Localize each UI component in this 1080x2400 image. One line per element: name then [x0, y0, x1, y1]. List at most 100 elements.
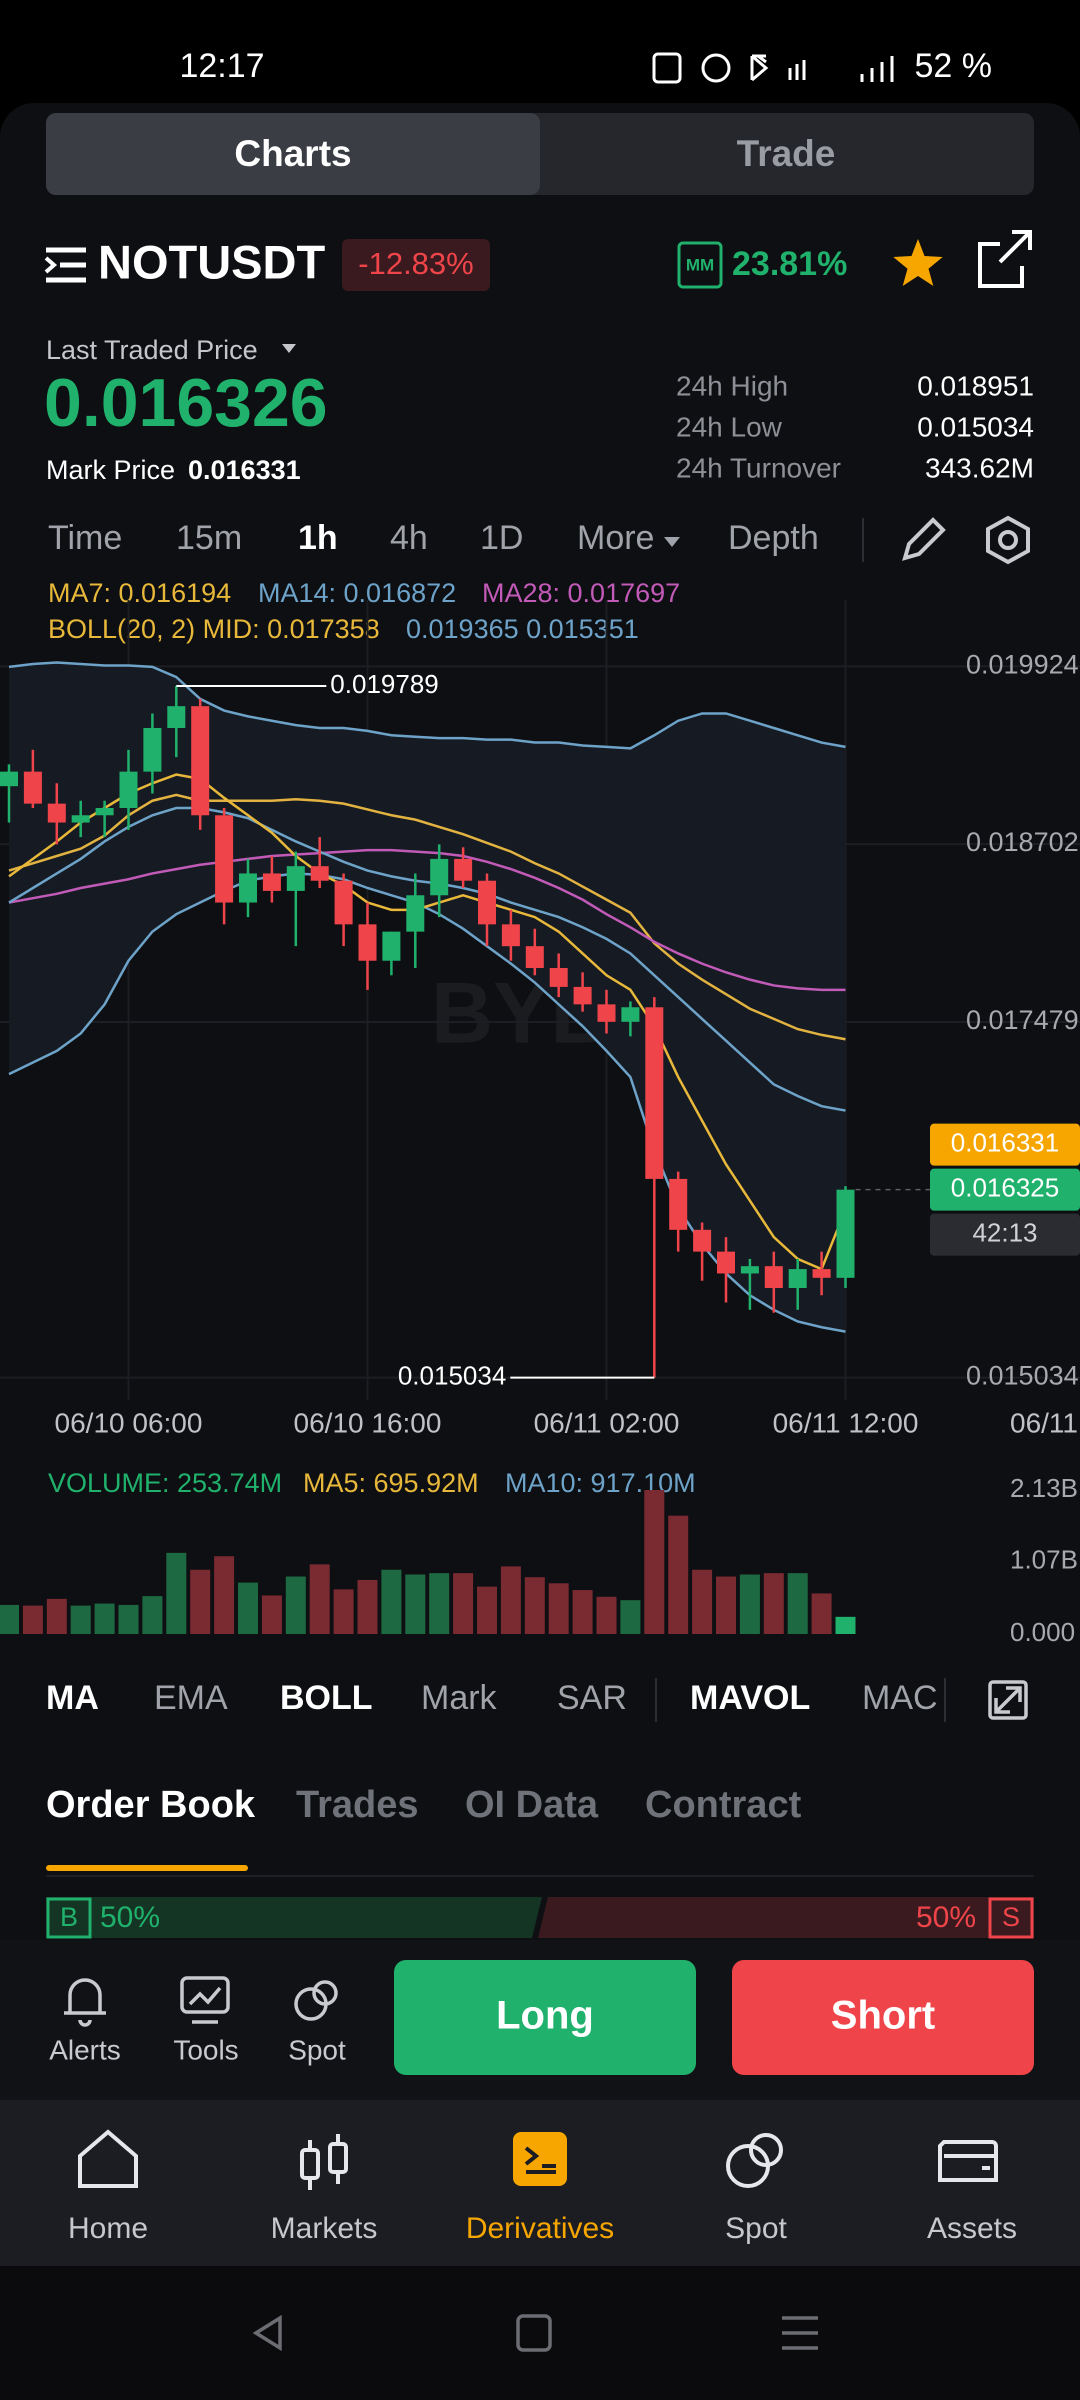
candle-body [501, 924, 520, 947]
indicator-tab[interactable]: MAC [862, 1679, 938, 1717]
short-button[interactable] [732, 1960, 1034, 2075]
long-label[interactable]: Long [496, 1994, 594, 2038]
action-spot[interactable]: Spot [288, 2034, 346, 2065]
share-icon[interactable] [978, 230, 1032, 288]
volume-bar [405, 1574, 426, 1634]
orderbook-tab[interactable]: Trades [296, 1784, 419, 1826]
interval-tab[interactable]: 4h [390, 519, 428, 557]
candle-body [693, 1229, 712, 1252]
back-button[interactable] [252, 2314, 282, 2352]
expand-icon[interactable] [988, 1680, 1028, 1720]
more-caret[interactable] [664, 537, 680, 547]
tab-selected[interactable] [46, 113, 540, 195]
nav-label[interactable]: Spot [725, 2212, 787, 2245]
home-icon[interactable] [78, 2129, 138, 2188]
interval-tab[interactable]: 1D [480, 519, 523, 557]
volume-chart: 2.13B 1.07B 0.000 [0, 1473, 1078, 1647]
draw-icon[interactable] [902, 517, 946, 561]
action-tools[interactable]: Tools [173, 2034, 238, 2065]
home-button[interactable] [516, 2314, 552, 2352]
action-icons [64, 1976, 338, 2027]
volume-tick-label: 1.07B [1010, 1545, 1078, 1575]
sell-badge-box [988, 1897, 1034, 1939]
indicator-tab[interactable]: Mark [421, 1679, 498, 1717]
candle-body [669, 1178, 688, 1230]
assets-icon[interactable] [938, 2140, 998, 2182]
volume-bar [381, 1569, 402, 1634]
alerts-icon[interactable] [64, 1978, 106, 2027]
stats: 24h High 0.018951 24h Low 0.015034 24h Turno… [676, 370, 1034, 483]
volume-bar [214, 1556, 235, 1634]
candle-body [310, 866, 329, 881]
stat-label: 24h Low [676, 411, 783, 442]
x-tick-label: 06/10 06:00 [55, 1407, 203, 1438]
candle-body [262, 873, 281, 891]
price-chart: 0.019924 0.018702 0.017479 0.015034 06/10 06… [0, 600, 1080, 1438]
settings-icon[interactable] [986, 515, 1030, 565]
volume-bar [285, 1576, 306, 1634]
candle-body [788, 1269, 807, 1288]
candle-body [167, 706, 186, 728]
long-button[interactable] [394, 1960, 696, 2075]
volume-bar [333, 1589, 354, 1634]
derivatives-icon[interactable] [513, 2132, 567, 2186]
legend-ma5: MA5: 695.92M [303, 1468, 479, 1498]
candle-body [71, 815, 90, 823]
candle-body [358, 924, 377, 961]
mark-price-label: Mark Price [46, 455, 175, 485]
candle-body [406, 895, 425, 932]
tab-trade[interactable]: Trade [737, 133, 836, 174]
interval-tab[interactable]: 1h [298, 519, 338, 557]
interval-tab[interactable]: Depth [728, 519, 819, 557]
last-price: 0.016326 [44, 365, 328, 441]
tools-icon-detail [188, 1986, 222, 2024]
interval-tab[interactable]: 15m [176, 519, 242, 557]
indicator-tab[interactable]: MAVOL [690, 1679, 810, 1717]
status-icons [652, 52, 894, 84]
legend-volume: VOLUME: 253.74M [48, 1468, 282, 1498]
indicator-tab[interactable]: SAR [557, 1679, 627, 1717]
nav-label[interactable]: Assets [927, 2212, 1017, 2245]
indicator-tab[interactable]: EMA [154, 1679, 228, 1717]
candle-body [382, 931, 401, 961]
mm-badge-box [677, 241, 723, 289]
high-label: 0.019789 [330, 669, 438, 699]
orderbook-tab[interactable]: Contract [645, 1784, 802, 1826]
orderbook-tabs: Order Book Trades OI Data Contract [46, 1784, 802, 1826]
candle-body [597, 1004, 616, 1022]
volume-bar [739, 1574, 760, 1634]
nav-label[interactable]: Home [68, 2212, 148, 2245]
dropdown-caret[interactable] [282, 344, 296, 353]
stat-label: 24h High [676, 370, 788, 401]
short-label[interactable]: Short [831, 1994, 935, 2038]
status-battery: 52 % [915, 47, 993, 85]
symbol-name[interactable]: NOTUSDT [98, 235, 325, 288]
recents-button[interactable] [782, 2316, 818, 2350]
indicator-tab[interactable]: MA [46, 1679, 99, 1717]
tab-charts[interactable]: Charts [234, 133, 351, 174]
action-alerts[interactable]: Alerts [49, 2034, 121, 2065]
candle-body [621, 1007, 640, 1022]
menu-icon[interactable] [44, 247, 86, 283]
tools-icon[interactable] [180, 1976, 230, 2014]
indicator-line [8, 661, 846, 750]
volume-bar [572, 1590, 593, 1634]
sell-ratio: 50% [916, 1901, 976, 1934]
nav-label[interactable]: Derivatives [466, 2212, 614, 2245]
legend-boll-bands: 0.019365 0.015351 [406, 614, 639, 644]
stat-value: 0.018951 [917, 370, 1034, 401]
interval-tab[interactable]: More [577, 519, 654, 557]
y-tick-label: 0.019924 [966, 649, 1079, 679]
volume-bar [548, 1583, 569, 1634]
volume-bar [166, 1552, 187, 1634]
indicator-tab[interactable]: BOLL [280, 1679, 373, 1717]
orderbook-tab[interactable]: OI Data [465, 1784, 599, 1826]
interval-tab[interactable]: Time [48, 519, 122, 557]
orderbook-tab[interactable]: Order Book [46, 1784, 256, 1826]
y-tick-label: 0.017479 [966, 1005, 1079, 1035]
nav-label[interactable]: Markets [271, 2212, 378, 2245]
favorite-star[interactable] [893, 239, 943, 286]
volume-bar [453, 1573, 474, 1634]
buy-badge-box [46, 1897, 92, 1939]
